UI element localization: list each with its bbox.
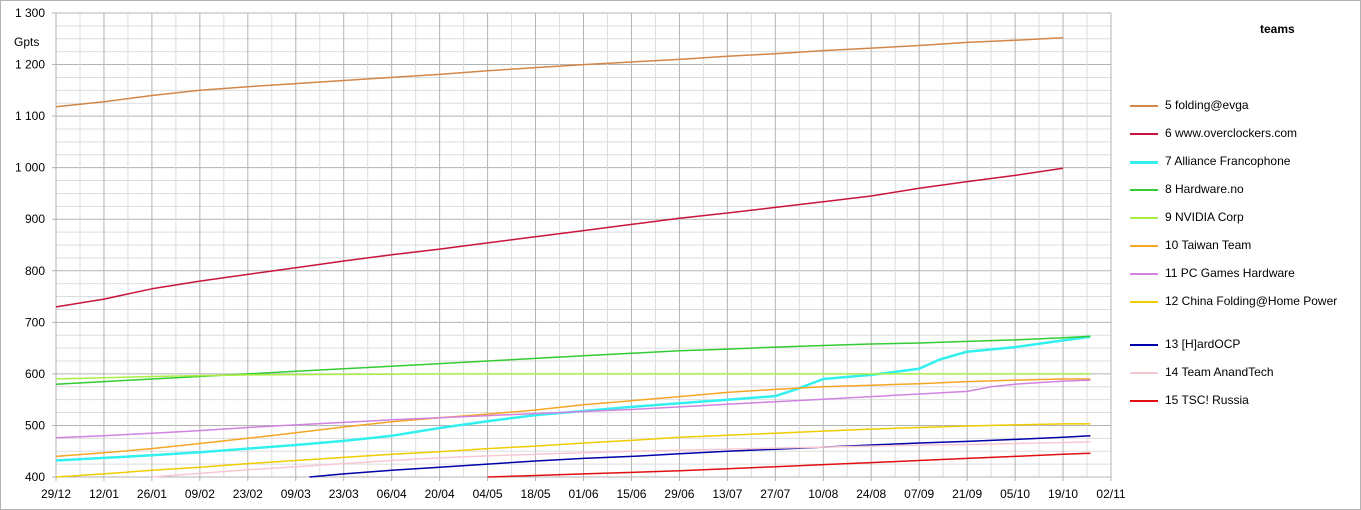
series-line-11	[487, 452, 1091, 478]
axes	[52, 13, 1111, 481]
legend-swatch	[1130, 189, 1158, 191]
legend-label: 12 China Folding@Home Power	[1165, 294, 1338, 308]
y-tick-label: 1 000	[15, 161, 45, 175]
y-axis-label: Gpts	[14, 35, 39, 49]
series-line-7	[55, 379, 1091, 439]
x-tick-label: 01/06	[568, 487, 598, 501]
legend-label: 8 Hardware.no	[1165, 182, 1244, 196]
x-tick-label: 24/08	[856, 487, 886, 501]
legend-swatch	[1130, 161, 1158, 164]
x-tick-label: 19/10	[1048, 487, 1078, 501]
y-tick-label: 1 200	[15, 58, 45, 72]
series-line-9	[309, 435, 1091, 478]
x-tick-label: 02/11	[1096, 487, 1125, 501]
x-tick-label: 23/02	[233, 487, 263, 501]
legend-swatch	[1130, 273, 1158, 275]
x-tick-label: 12/01	[89, 487, 119, 501]
y-tick-labels: 400 500 600 700 800 900 1 000 1 100 1 200 1 300	[15, 6, 56, 484]
x-tick-label: 13/07	[712, 487, 742, 501]
x-tick-label: 10/08	[808, 487, 838, 501]
x-tick-label: 06/04	[377, 487, 407, 501]
x-tick-label: 09/02	[185, 487, 215, 501]
legend-swatch	[1130, 400, 1158, 402]
series-line-10	[151, 441, 1091, 478]
y-tick-label: 1 300	[15, 6, 45, 20]
legend-swatch	[1130, 301, 1158, 303]
x-tick-label: 29/12	[41, 487, 71, 501]
legend-label: 5 folding@evga	[1165, 98, 1249, 112]
series-line-1	[55, 36, 1064, 108]
x-tick-label: 05/10	[1000, 487, 1030, 501]
x-tick-label: 18/05	[521, 487, 551, 501]
x-tick-label: 26/01	[137, 487, 167, 501]
series-line-2	[55, 167, 1064, 308]
legend-label: 7 Alliance Francophone	[1165, 154, 1291, 168]
legend-label: 11 PC Games Hardware	[1165, 266, 1295, 280]
y-tick-label: 900	[25, 212, 45, 226]
legend-swatch	[1130, 344, 1158, 346]
legend-label: 6 www.overclockers.com	[1165, 126, 1298, 140]
x-tick-label: 15/06	[616, 487, 646, 501]
gridlines	[55, 12, 1112, 478]
legend-label: 9 NVIDIA Corp	[1165, 210, 1244, 224]
x-tick-label: 23/03	[329, 487, 359, 501]
x-tick-label: 20/04	[425, 487, 455, 501]
y-tick-label: 700	[25, 315, 45, 329]
series-line-8	[55, 423, 1091, 478]
series-lines	[55, 36, 1091, 478]
legend-swatch	[1130, 245, 1158, 247]
series-line-3	[55, 335, 1091, 462]
legend-swatch	[1130, 105, 1158, 107]
legend-label: 13 [H]ardOCP	[1165, 337, 1241, 351]
legend-label: 15 TSC! Russia	[1165, 393, 1249, 407]
legend-label: 14 Team AnandTech	[1165, 365, 1274, 379]
legend-swatch	[1130, 372, 1158, 374]
y-tick-label: 500	[25, 418, 45, 432]
x-tick-label: 09/03	[281, 487, 311, 501]
x-tick-label: 27/07	[760, 487, 790, 501]
series-line-6	[55, 378, 1091, 458]
x-tick-label: 21/09	[952, 487, 982, 501]
legend-swatch	[1130, 217, 1158, 219]
y-tick-label: 600	[25, 367, 45, 381]
series-line-5	[55, 373, 1091, 380]
x-tick-label: 04/05	[473, 487, 503, 501]
y-tick-label: 800	[25, 264, 45, 278]
x-tick-labels: 29/12 12/01 26/01 09/02 23/02 09/03 23/03 06/04…	[41, 477, 1126, 501]
y-tick-label: 1 100	[15, 109, 45, 123]
x-tick-label: 29/06	[664, 487, 694, 501]
legend-label: 10 Taiwan Team	[1165, 238, 1252, 252]
x-tick-label: 07/09	[904, 487, 934, 501]
y-tick-label: 400	[25, 470, 45, 484]
legend-swatch	[1130, 133, 1158, 135]
legend-title: teams	[1260, 22, 1295, 36]
